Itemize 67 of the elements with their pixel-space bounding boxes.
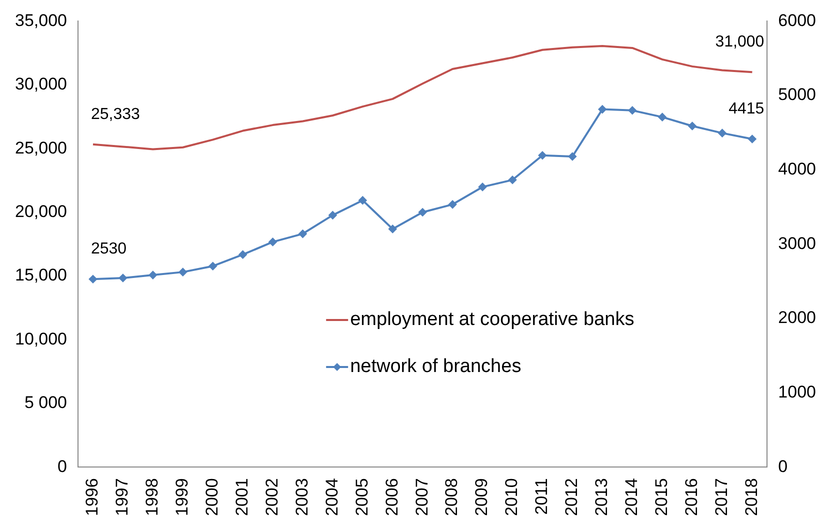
x-tick-label: 2011 [532, 478, 552, 515]
point [718, 129, 726, 138]
data-label: 4415 [728, 100, 764, 118]
x-tick-label: 2003 [292, 478, 312, 516]
x-tick-label: 1999 [172, 478, 192, 516]
legend-label: network of branches [350, 356, 522, 378]
point [448, 200, 457, 208]
x-tick-label: 2013 [592, 478, 612, 516]
point [508, 176, 516, 184]
point [538, 151, 546, 160]
point [748, 135, 756, 144]
x-tick-label: 2000 [202, 478, 222, 516]
x-tick-label: 2014 [622, 478, 642, 516]
point [298, 230, 307, 238]
point [238, 250, 247, 259]
y-tick-label: 0 [58, 456, 67, 476]
y2-tick-label: 6000 [778, 10, 816, 30]
point [598, 105, 606, 114]
y2-tick-label: 3000 [778, 234, 816, 253]
y2-tick-label: 4000 [778, 160, 816, 179]
x-tick-label: 2015 [652, 478, 671, 516]
point [388, 224, 397, 233]
data-label: 25,333 [90, 106, 140, 123]
legend-label: employment at cooperative banks [350, 309, 634, 330]
x-tick-label: 1997 [112, 478, 132, 516]
point [658, 113, 666, 122]
x-tick-label: 2001 [232, 478, 252, 516]
point [88, 275, 97, 284]
y2-tick-label: 1000 [778, 382, 816, 402]
y2-tick-label: 2000 [778, 308, 816, 328]
x-tick-label: 2018 [742, 478, 761, 516]
x-tick-label: 2006 [382, 478, 402, 516]
y-tick-label: 30,000 [14, 74, 67, 94]
x-tick-label: 2010 [502, 478, 522, 516]
data-label: 31,000 [715, 34, 764, 51]
point [118, 274, 127, 282]
x-tick-label: 2005 [352, 478, 372, 516]
x-tick-label: 2017 [712, 478, 731, 516]
x-tick-label: 1998 [142, 478, 162, 516]
y-tick-label: 10,000 [14, 329, 67, 348]
y-tick-label: 15,000 [14, 266, 67, 285]
x-tick-label: 2008 [442, 478, 462, 516]
y2-tick-label: 0 [778, 456, 788, 476]
point [418, 208, 427, 216]
point [628, 106, 636, 114]
point [208, 262, 217, 270]
point [148, 271, 157, 280]
y-tick-label: 25,000 [14, 138, 67, 158]
x-tick-label: 1996 [82, 478, 102, 516]
x-tick-label: 2007 [412, 478, 432, 516]
y-tick-label: 35,000 [14, 10, 67, 30]
point [178, 268, 187, 276]
point [268, 238, 277, 246]
data-label: 2530 [90, 240, 127, 258]
x-tick-label: 2016 [682, 478, 701, 516]
y2-tick-label: 5000 [778, 85, 816, 104]
x-tick-label: 2012 [562, 478, 582, 516]
point [478, 182, 487, 191]
x-tick-label: 2004 [322, 478, 342, 516]
x-tick-label: 2009 [472, 478, 492, 516]
point [688, 122, 696, 130]
point [328, 211, 337, 220]
y-tick-label: 20,000 [14, 202, 67, 222]
y-tick-label: 5 000 [24, 393, 67, 412]
x-tick-label: 2002 [262, 478, 282, 516]
point [568, 152, 576, 160]
point [358, 196, 367, 204]
